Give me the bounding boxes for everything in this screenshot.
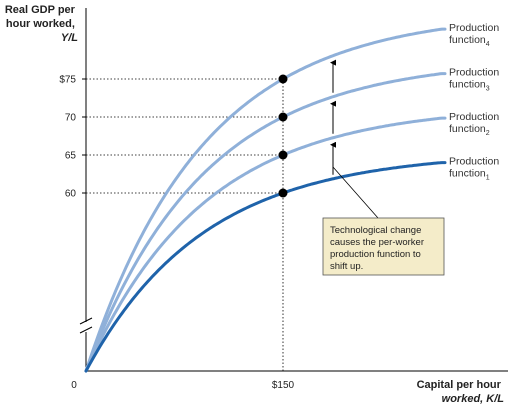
production-curves — [84, 27, 447, 373]
y-tick-labels: $75 70 65 60 — [59, 75, 86, 200]
point-65 — [278, 150, 288, 160]
curve-label-4: Production function4 — [449, 22, 499, 48]
production-function-curve-3 — [84, 72, 447, 373]
production-function-curve-1 — [84, 161, 447, 373]
y-tick-label: 60 — [65, 189, 77, 200]
annotation-text: Technological change causes the per-work… — [330, 225, 427, 272]
point-60 — [278, 188, 288, 198]
production-function-curve-2 — [84, 116, 447, 373]
x-axis-label: Capital per hour worked, K/L — [417, 379, 505, 405]
curve-labels: Production function4 Production function3 Pr… — [449, 22, 499, 181]
x-tick-label-150: $150 — [272, 380, 295, 391]
origin-label: 0 — [71, 380, 77, 391]
annotation-box — [322, 217, 445, 276]
annotation: Technological change causes the per-work… — [322, 166, 445, 276]
y-tick-label: 65 — [65, 151, 77, 162]
annotation-pointer — [332, 166, 379, 219]
points — [278, 74, 288, 198]
y-tick-label: $75 — [59, 75, 76, 86]
y-axis-break — [79, 317, 93, 334]
point-75 — [278, 74, 288, 84]
curve-label-1: Production function1 — [449, 156, 499, 182]
y-tick-label: 70 — [65, 113, 77, 124]
point-70 — [278, 112, 288, 122]
curve-label-2: Production function2 — [449, 111, 499, 137]
y-axis-label: Real GDP per hour worked, Y/L — [5, 4, 78, 44]
production-function-curve-4 — [84, 27, 447, 373]
curve-label-3: Production function3 — [449, 67, 499, 93]
guide-lines — [86, 78, 284, 371]
